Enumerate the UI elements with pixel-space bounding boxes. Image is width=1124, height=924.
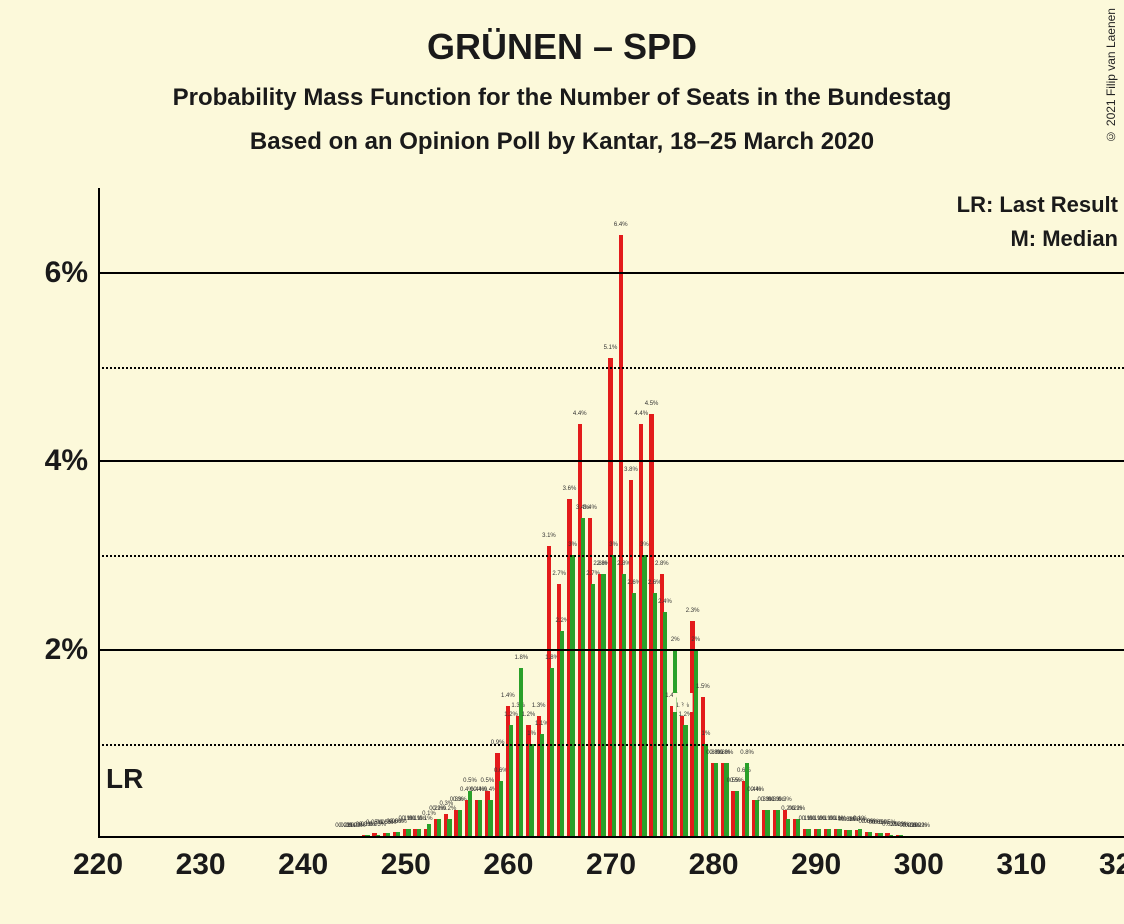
bar-value-label: 6.4%	[614, 222, 628, 228]
xtick-label: 260	[483, 838, 533, 882]
bar-value-label: 1.2%	[522, 712, 536, 718]
bar-value-label: 1.8%	[514, 655, 528, 661]
bar-value-label: 0.4%	[750, 787, 764, 793]
xtick-label: 320	[1099, 838, 1124, 882]
gridline-major	[98, 460, 1124, 462]
bar	[653, 593, 657, 838]
bar	[529, 744, 533, 838]
bar-value-label: 3.6%	[563, 486, 577, 492]
bar	[755, 800, 759, 838]
xtick-label: 240	[278, 838, 328, 882]
bar-value-label: 4.4%	[634, 411, 648, 417]
bar-value-label: 3%	[609, 542, 618, 548]
bar-value-label: 2.8%	[655, 561, 669, 567]
bar	[601, 574, 605, 838]
bar	[714, 763, 718, 838]
bar-value-label: 1%	[702, 731, 711, 737]
bar-value-label: 3%	[640, 542, 649, 548]
gridline-minor	[98, 555, 1124, 557]
bar	[591, 584, 595, 838]
xtick-label: 290	[791, 838, 841, 882]
bar	[509, 725, 513, 838]
bar	[632, 593, 636, 838]
bar-value-label: 0.5%	[463, 778, 477, 784]
xtick-label: 300	[894, 838, 944, 882]
bar	[622, 574, 626, 838]
chart-subtitle-1: Probability Mass Function for the Number…	[0, 84, 1124, 112]
bar-value-label: 2.3%	[686, 608, 700, 614]
bar	[488, 800, 492, 838]
chart-subtitle-2: Based on an Opinion Poll by Kantar, 18–2…	[0, 128, 1124, 156]
bar-value-label: 2.7%	[552, 571, 566, 577]
bar-value-label: 2%	[691, 637, 700, 643]
bar	[642, 555, 646, 838]
bar	[704, 744, 708, 838]
bar-value-label: 1.5%	[696, 684, 710, 690]
xtick-label: 280	[689, 838, 739, 882]
xtick-label: 230	[176, 838, 226, 882]
bar-value-label: 5.1%	[604, 345, 618, 351]
bar	[663, 612, 667, 838]
bar	[612, 555, 616, 838]
bar-value-label: 0.3%	[778, 797, 792, 803]
y-axis	[98, 188, 100, 838]
bar	[765, 810, 769, 838]
bar-value-label: 4.4%	[573, 411, 587, 417]
bar-value-label: 2%	[671, 637, 680, 643]
chart-canvas: © 2021 Filip van Laenen GRÜNEN – SPD Pro…	[0, 0, 1124, 924]
lr-marker: LR	[106, 763, 143, 795]
ytick-label: 4%	[45, 444, 98, 478]
bar	[499, 781, 503, 838]
bar-value-label: 3.4%	[583, 505, 597, 511]
bar-value-label: 3%	[568, 542, 577, 548]
gridline-major	[98, 272, 1124, 274]
bar	[458, 810, 462, 838]
bar	[735, 791, 739, 838]
bar	[468, 791, 472, 838]
gridline-minor	[98, 367, 1124, 369]
bar-value-label: 0.02%	[913, 823, 930, 829]
bar	[745, 763, 749, 838]
xtick-label: 250	[381, 838, 431, 882]
bar-container: 0.02%0.02%0.02%0.02%0.03%0.03%0.05%0.03%…	[98, 188, 1124, 838]
xtick-label: 310	[996, 838, 1046, 882]
bar	[776, 810, 780, 838]
gridline-major	[98, 649, 1124, 651]
bar-value-label: 2.4%	[658, 599, 672, 605]
bar	[581, 518, 585, 838]
bar	[478, 800, 482, 838]
bar-value-label: 0.2%	[791, 806, 805, 812]
bar-value-label: 0.8%	[720, 750, 734, 756]
bar	[724, 763, 728, 838]
bar	[519, 668, 523, 838]
ytick-label: 6%	[45, 256, 98, 290]
bar-value-label: 1.4%	[501, 693, 515, 699]
xtick-label: 270	[586, 838, 636, 882]
bar	[570, 555, 574, 838]
bar-value-label: 1%	[527, 731, 536, 737]
bar	[540, 734, 544, 838]
bar-value-label: 3.8%	[624, 467, 638, 473]
m-marker: M	[671, 687, 694, 719]
bar-value-label: 4.5%	[645, 401, 659, 407]
bar-value-label: 0.8%	[740, 750, 754, 756]
chart-title: GRÜNEN – SPD	[0, 26, 1124, 68]
bar	[560, 631, 564, 838]
bar	[550, 668, 554, 838]
gridline-minor	[98, 744, 1124, 746]
ytick-label: 2%	[45, 633, 98, 667]
bar	[683, 725, 687, 838]
xtick-label: 220	[73, 838, 123, 882]
bar-value-label: 3.1%	[542, 533, 556, 539]
bar-value-label: 0.5%	[481, 778, 495, 784]
plot-area: LR: Last Result M: Median 0.02%0.02%0.02…	[98, 188, 1124, 838]
bar-value-label: 1.3%	[532, 703, 546, 709]
